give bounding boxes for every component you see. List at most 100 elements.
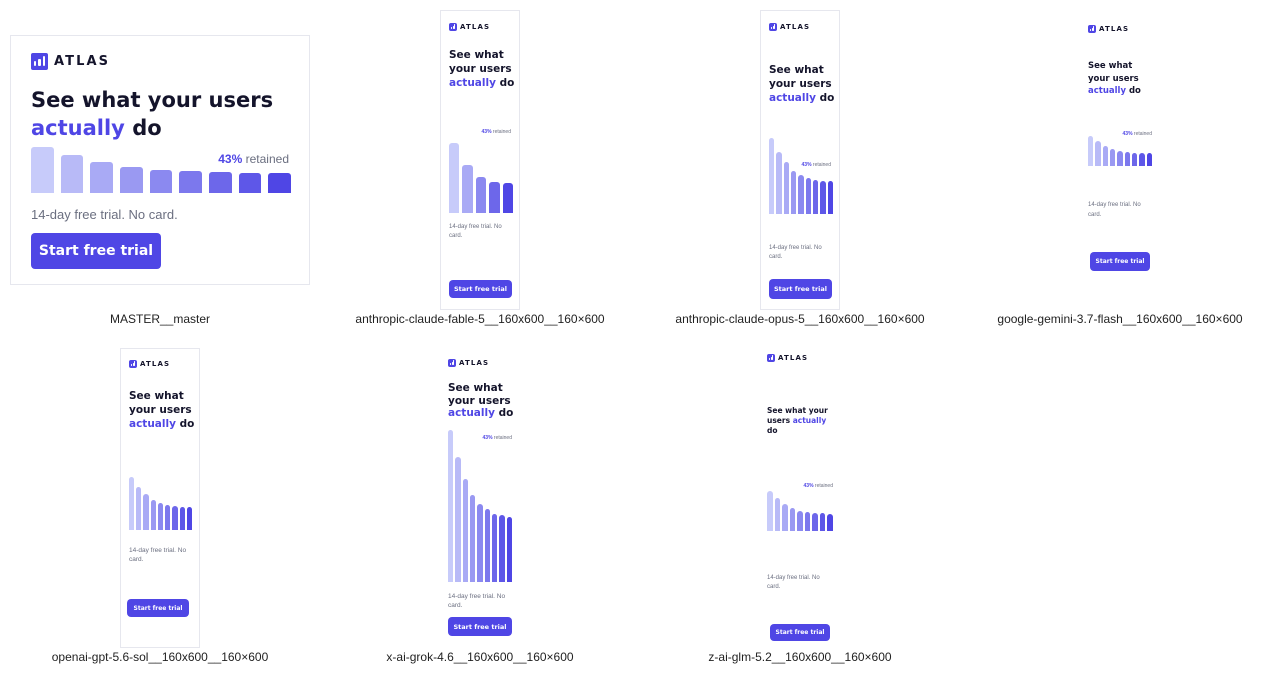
- headline-end: do: [1128, 86, 1141, 96]
- bar-chart-logo-icon: [448, 359, 456, 367]
- headline: See what your users actually do: [449, 48, 517, 90]
- ad-preview-master: ATLAS See what your users actually do 43…: [10, 35, 310, 285]
- retention-bar: [136, 486, 142, 530]
- trial-note: 14-day free trial. No card.: [1088, 202, 1141, 218]
- headline-end: do: [767, 426, 778, 435]
- headline-accent: actually: [769, 92, 816, 104]
- retention-bars: [448, 430, 512, 582]
- trial-note: 14-day free trial. No card.: [31, 207, 178, 222]
- retention-bar: [1088, 136, 1094, 166]
- headline-text: See what your users: [767, 406, 828, 425]
- brand-name: ATLAS: [140, 360, 171, 368]
- trial-note: 14-day free trial. No card.: [449, 224, 502, 239]
- headline-text: See what your users: [31, 88, 274, 112]
- headline: See what your users actually do: [1088, 60, 1154, 98]
- retention-bar: [462, 478, 468, 582]
- headline-text: See what your users: [769, 64, 832, 90]
- retention-bar: [805, 177, 811, 214]
- retention-bars: [767, 491, 833, 531]
- retention-stat: 43% retained: [804, 483, 833, 489]
- retention-bars: [1088, 136, 1152, 166]
- headline-accent: actually: [792, 416, 827, 425]
- retention-bar: [1139, 152, 1145, 166]
- start-trial-button[interactable]: Start free trial: [448, 617, 512, 636]
- retention-bar: [820, 180, 826, 214]
- headline-accent: actually: [448, 407, 495, 419]
- retention-bar: [789, 508, 796, 531]
- trial-note: 14-day free trial. No card.: [767, 575, 820, 590]
- retention-bar: [791, 170, 797, 214]
- retention-bar: [797, 510, 803, 531]
- start-trial-button[interactable]: Start free trial: [31, 233, 161, 269]
- ad-preview-gemini: ATLAS See what your users actually do 43…: [1080, 10, 1160, 310]
- start-trial-button[interactable]: Start free trial: [770, 624, 830, 641]
- retention-bar: [129, 477, 135, 530]
- bar-chart-logo-icon: [769, 23, 777, 31]
- retention-bar: [783, 162, 789, 214]
- ad-preview-opus: ATLAS See what your users actually do 43…: [760, 10, 840, 310]
- trial-note: 14-day free trial. No card.: [448, 593, 506, 609]
- retention-bar: [1146, 153, 1152, 166]
- brand: ATLAS: [448, 359, 489, 367]
- retention-label: retained: [812, 162, 831, 168]
- retention-bar: [1132, 152, 1138, 166]
- retention-bar: [143, 493, 149, 530]
- retention-value: 43%: [1122, 131, 1133, 137]
- start-trial-button[interactable]: Start free trial: [1090, 252, 1150, 271]
- retention-bar: [268, 173, 291, 193]
- retention-bar: [782, 503, 788, 531]
- retention-bar: [774, 498, 781, 531]
- start-trial-button[interactable]: Start free trial: [127, 599, 189, 617]
- retention-bar: [165, 504, 171, 530]
- start-trial-button[interactable]: Start free trial: [769, 279, 832, 299]
- retention-label: retained: [492, 129, 511, 135]
- variant-caption: anthropic-claude-opus-5__160x600__160×60…: [675, 312, 925, 326]
- retention-bars: [769, 138, 833, 214]
- headline-text: See what your users: [129, 390, 192, 416]
- headline-text: See what your users: [448, 382, 511, 407]
- ad-preview-glm: ATLAS See what your users actually do 43…: [760, 348, 840, 648]
- retention-bar: [812, 513, 818, 531]
- retention-bar: [499, 515, 505, 582]
- retention-bar: [767, 491, 773, 531]
- variant-caption: openai-gpt-5.6-sol__160x600__160×600: [51, 650, 269, 664]
- variant-caption: MASTER__master: [109, 312, 211, 326]
- retention-bar: [827, 181, 833, 214]
- retention-bar: [172, 506, 178, 530]
- variant-caption: z-ai-glm-5.2__160x600__160×600: [708, 650, 892, 664]
- headline-accent: actually: [1088, 86, 1126, 96]
- retention-bar: [150, 499, 156, 530]
- retention-stat: 43% retained: [482, 129, 511, 135]
- retention-bar: [798, 175, 804, 214]
- brand: ATLAS: [1088, 25, 1129, 33]
- retention-bar: [120, 166, 143, 193]
- retention-bar: [470, 495, 476, 582]
- brand: ATLAS: [31, 53, 110, 70]
- ad-preview-gpt: ATLAS See what your users actually do 14…: [120, 348, 200, 648]
- retention-bar: [484, 509, 490, 582]
- headline: See what your users actually do: [129, 389, 197, 431]
- headline-accent: actually: [31, 116, 125, 140]
- retention-bar: [179, 506, 185, 530]
- retention-label: retained: [245, 152, 289, 166]
- headline-end: do: [819, 92, 835, 104]
- brand: ATLAS: [767, 354, 808, 362]
- retention-bar: [209, 172, 232, 193]
- retention-label: retained: [814, 483, 833, 489]
- retention-bar: [769, 138, 775, 214]
- retention-bar: [179, 170, 202, 193]
- retention-bar: [819, 513, 826, 531]
- retention-stat: 43% retained: [218, 152, 289, 166]
- retention-value: 43%: [803, 483, 814, 489]
- headline: See what your users actually do: [448, 382, 516, 420]
- retention-bar: [475, 177, 487, 213]
- retention-bars: [31, 147, 291, 193]
- retention-stat: 43% retained: [483, 435, 512, 441]
- retention-bar: [502, 182, 513, 213]
- variant-caption: google-gemini-3.7-flash__160x600__160×60…: [997, 312, 1243, 326]
- retention-value: 43%: [801, 162, 812, 168]
- start-trial-button[interactable]: Start free trial: [449, 280, 512, 298]
- retention-bar: [449, 143, 460, 213]
- retention-stat: 43% retained: [802, 162, 831, 168]
- headline: See what your users actually do: [769, 63, 837, 105]
